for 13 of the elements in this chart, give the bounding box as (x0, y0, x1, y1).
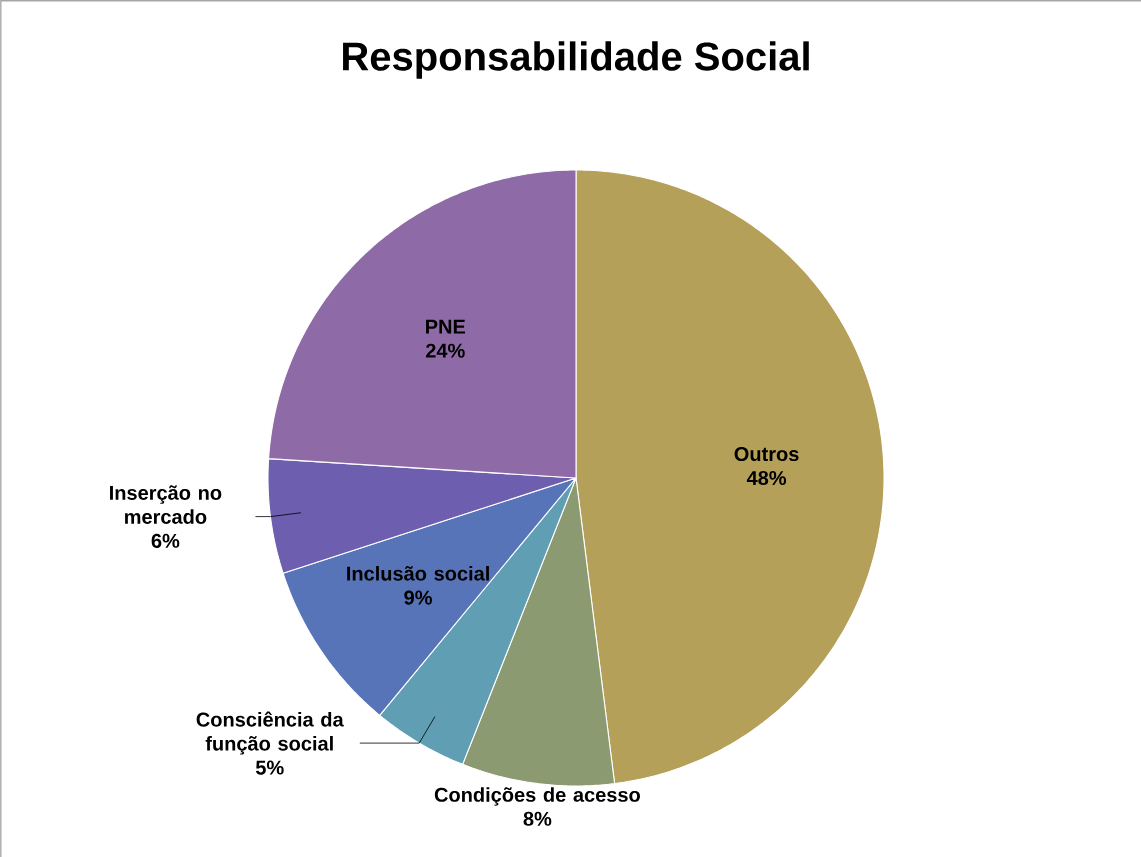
slice-label: Condições de acesso (434, 787, 640, 806)
data-label: 8% (523, 811, 552, 826)
data-label: 48% (746, 470, 787, 486)
slice-label: Consciência da função social (196, 711, 344, 755)
slice-label: PNE (426, 319, 466, 334)
data-label: 9% (404, 590, 432, 605)
slice-label: Inserção no mercado (110, 485, 222, 524)
data-label: 5% (255, 760, 284, 775)
data-label: 24% (425, 343, 465, 358)
chart-title: Responsabilidade Social (343, 41, 809, 79)
data-label: 6% (151, 533, 180, 548)
slice-label: Inclusão social (347, 565, 489, 581)
slice-label: Outros (734, 446, 799, 462)
